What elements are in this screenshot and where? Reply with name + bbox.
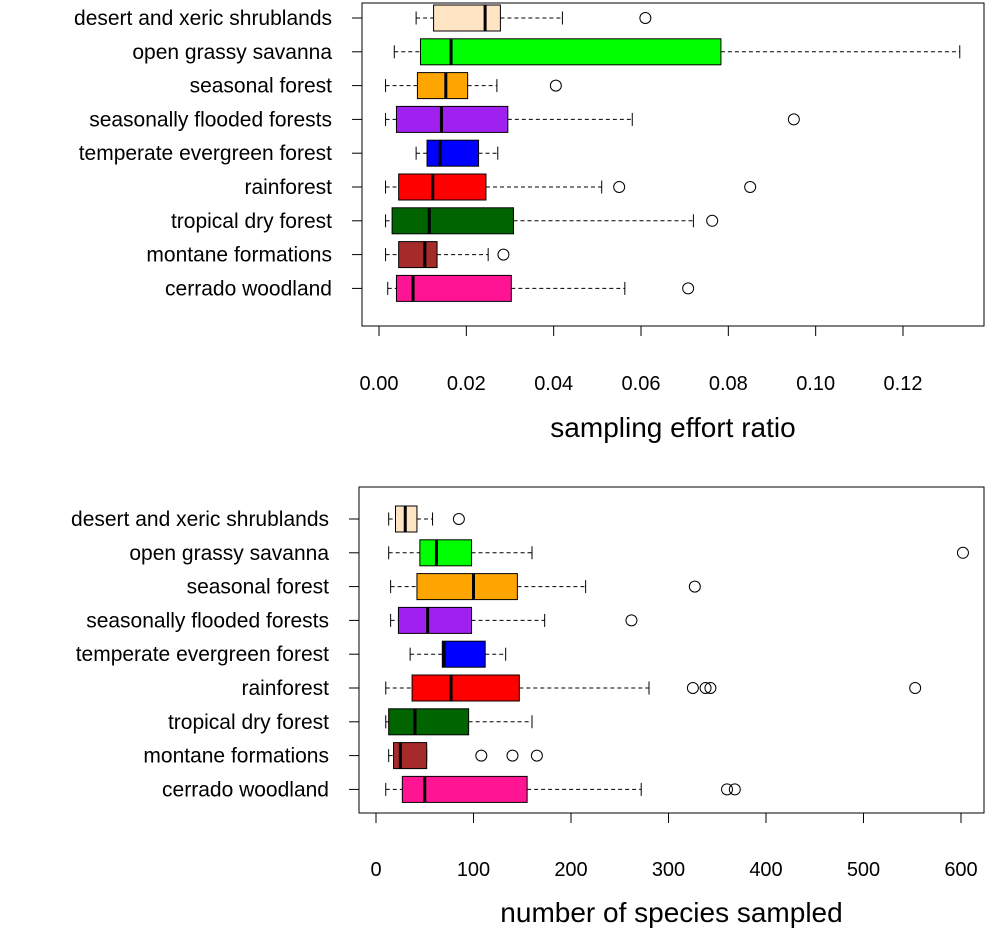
box-row: montane formations xyxy=(143,742,543,770)
box xyxy=(398,241,438,269)
outlier-point xyxy=(688,580,701,593)
outlier-point xyxy=(728,783,741,796)
box xyxy=(388,708,470,736)
category-label: open grassy savanna xyxy=(132,41,332,64)
x-tick-label: 400 xyxy=(749,859,782,881)
outlier-point xyxy=(549,79,562,92)
x-tick-label: 0 xyxy=(370,859,381,881)
box xyxy=(398,173,487,201)
box xyxy=(419,539,473,567)
x-tick-label: 300 xyxy=(652,859,685,881)
x-axis-title: number of species sampled xyxy=(500,897,842,928)
box-row: seasonally flooded forests xyxy=(86,606,638,634)
box xyxy=(395,274,512,302)
outlier-point xyxy=(613,181,626,193)
box-row: temperate evergreen forest xyxy=(79,139,499,167)
box xyxy=(395,105,509,133)
category-label: tropical dry forest xyxy=(168,711,329,734)
box xyxy=(411,674,520,702)
category-label: rainforest xyxy=(241,677,329,700)
outlier-point xyxy=(625,614,638,627)
outlier-point xyxy=(909,682,922,694)
box-row: desert and xeric shrublands xyxy=(74,4,652,32)
category-label: seasonally flooded forests xyxy=(86,609,329,632)
box xyxy=(426,139,480,167)
x-tick-label: 0.04 xyxy=(534,373,573,395)
category-label: montane formations xyxy=(146,244,332,267)
panel-2: desert and xeric shrublands open grassy s… xyxy=(71,486,985,928)
x-axis-title: sampling effort ratio xyxy=(550,412,795,443)
box-row: seasonally flooded forests xyxy=(89,105,800,133)
x-tick-label: 0.10 xyxy=(796,373,835,395)
outlier-point xyxy=(699,682,712,694)
category-label: temperate evergreen forest xyxy=(76,643,329,666)
box-row: tropical dry forest xyxy=(171,207,719,235)
outlier-point xyxy=(704,682,717,694)
outlier-point xyxy=(744,181,757,193)
box-row: tropical dry forest xyxy=(168,708,533,736)
box-row: montane formations xyxy=(146,241,510,269)
box xyxy=(419,38,722,66)
box xyxy=(441,640,486,668)
category-label: open grassy savanna xyxy=(129,542,329,565)
box-row: rainforest xyxy=(241,674,922,702)
box-row: cerrado woodland xyxy=(165,274,695,302)
x-tick-label: 0.06 xyxy=(622,373,661,395)
category-label: desert and xeric shrublands xyxy=(71,508,329,531)
category-label: temperate evergreen forest xyxy=(79,142,332,165)
outlier-point xyxy=(686,682,699,694)
outlier-point xyxy=(682,282,695,295)
outlier-point xyxy=(956,546,969,559)
category-label: tropical dry forest xyxy=(171,210,332,233)
category-label: montane formations xyxy=(143,745,329,768)
category-label: rainforest xyxy=(244,176,332,199)
x-tick-label: 0.02 xyxy=(447,373,486,395)
box xyxy=(393,742,428,770)
outlier-point xyxy=(639,12,652,24)
box-row: temperate evergreen forest xyxy=(76,640,507,668)
box-row: seasonal forest xyxy=(190,72,562,100)
outlier-point xyxy=(506,749,519,762)
box-row: desert and xeric shrublands xyxy=(71,505,465,533)
x-tick-label: 200 xyxy=(554,859,587,881)
outlier-point xyxy=(452,513,465,525)
category-label: cerrado woodland xyxy=(162,778,329,801)
x-tick-label: 0.00 xyxy=(360,373,399,395)
box-row: rainforest xyxy=(244,173,757,201)
box-row: open grassy savanna xyxy=(132,38,961,66)
category-label: seasonal forest xyxy=(190,75,333,98)
box-row: seasonal forest xyxy=(187,573,701,601)
outlier-point xyxy=(475,749,488,762)
box-row: open grassy savanna xyxy=(129,539,969,567)
category-label: seasonally flooded forests xyxy=(89,108,332,131)
outlier-point xyxy=(787,113,800,126)
x-tick-label: 500 xyxy=(847,859,880,881)
box xyxy=(433,4,501,32)
category-label: desert and xeric shrublands xyxy=(74,7,332,30)
outlier-point xyxy=(497,248,510,261)
box xyxy=(391,207,514,235)
box xyxy=(397,606,473,634)
x-tick-label: 0.12 xyxy=(884,373,923,395)
x-tick-label: 100 xyxy=(457,859,490,881)
outlier-point xyxy=(706,214,719,227)
panel-1: desert and xeric shrublands open grassy s… xyxy=(74,2,985,443)
box xyxy=(401,775,528,803)
box xyxy=(416,72,469,100)
category-label: seasonal forest xyxy=(187,576,330,599)
x-tick-label: 0.08 xyxy=(709,373,748,395)
box-row: cerrado woodland xyxy=(162,775,741,803)
x-tick-label: 600 xyxy=(944,859,977,881)
outlier-point xyxy=(530,749,543,762)
outlier-point xyxy=(721,783,733,796)
category-label: cerrado woodland xyxy=(165,277,332,300)
box xyxy=(416,573,518,601)
